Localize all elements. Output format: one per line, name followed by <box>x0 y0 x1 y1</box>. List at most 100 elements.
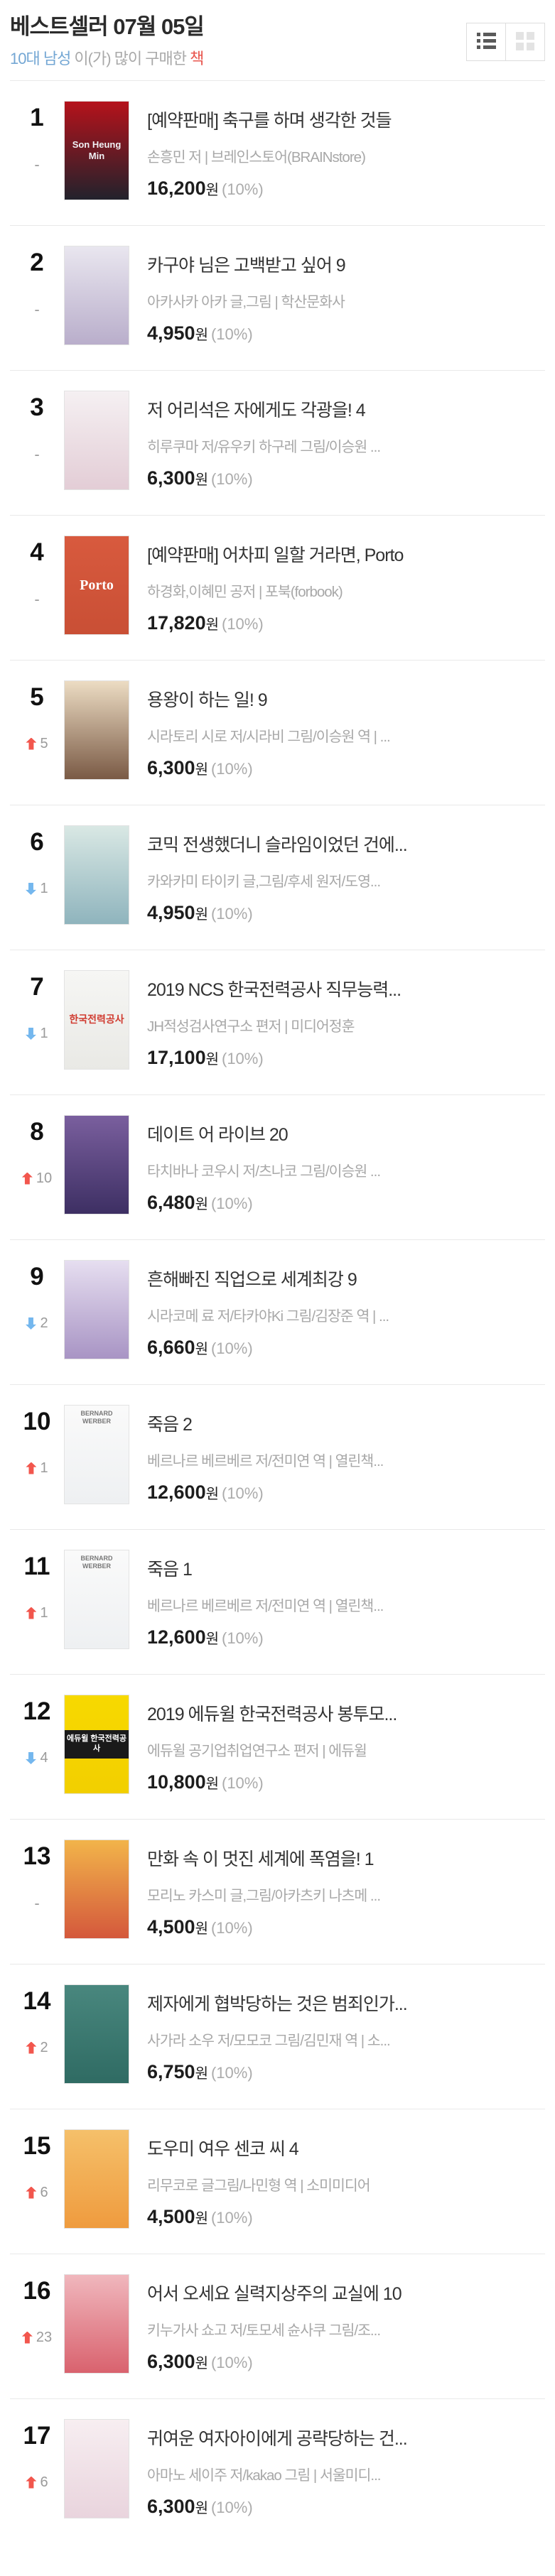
book-cover-thumbnail[interactable] <box>64 1115 129 1214</box>
book-cover-thumbnail[interactable]: Son Heung Min <box>64 101 129 200</box>
book-title-link[interactable]: 귀여운 여자아이에게 공략당하는 건... <box>147 2429 408 2449</box>
book-row: 2 - 카구야 님은 고백받고 싶어 9 아카사카 아카 글,그림 | 학산문화… <box>10 226 545 371</box>
book-info: 귀여운 여자아이에게 공략당하는 건... 아마노 세이주 저/kakao 그림… <box>147 2419 545 2544</box>
book-row: 16 23 어서 오세요 실력지상주의 교실에 10 키누가사 쇼고 저/토모세… <box>10 2254 545 2399</box>
book-row: 7 1 한국전력공사 2019 NCS 한국전력공사 직무능력... JH적성검… <box>10 950 545 1095</box>
book-price-line: 6,750원 (10%) <box>147 2061 545 2083</box>
book-title-link[interactable]: 2019 에듀윌 한국전력공사 봉투모... <box>147 1705 397 1724</box>
book-title-link[interactable]: 2019 NCS 한국전력공사 직무능력... <box>147 980 402 1000</box>
book-cover-thumbnail[interactable] <box>64 825 129 925</box>
book-price-line: 4,500원 (10%) <box>147 1916 545 1938</box>
rank-number: 15 <box>23 2132 51 2160</box>
price-currency-suffix: 원 <box>205 183 219 198</box>
book-title-link[interactable]: 흔해빠진 직업으로 세계최강 9 <box>147 1270 357 1290</box>
discount-percent: (10%) <box>222 1484 264 1502</box>
rank-number: 16 <box>23 2277 51 2305</box>
rank-change-indicator: 6 <box>10 2475 64 2489</box>
rank-up-arrow-icon <box>21 2331 33 2344</box>
book-cover-thumbnail[interactable] <box>64 1260 129 1359</box>
book-cover-thumbnail[interactable]: BERNARD WERBER <box>64 1550 129 1649</box>
rank-change-indicator: 1 <box>10 1026 64 1040</box>
subtitle: 10대 남성 이(가) 많이 구매한 책 <box>10 46 545 69</box>
rank-no-change-dash: - <box>34 156 40 173</box>
subtitle-middle-text: 이(가) 많이 구매한 <box>70 50 190 67</box>
book-authors-publisher: 아마노 세이주 저/kakao 그림 | 서울미디... <box>147 2467 381 2484</box>
book-title-link[interactable]: 제자에게 협박당하는 것은 범죄인가... <box>147 1994 408 2014</box>
rank-change-value: 6 <box>40 2474 48 2490</box>
list-view-button[interactable] <box>466 23 506 61</box>
book-authors-publisher: 키누가사 쇼고 저/토모세 슌사쿠 그림/조... <box>147 2322 381 2339</box>
book-cover-thumbnail[interactable] <box>64 391 129 490</box>
view-toggle <box>466 23 545 61</box>
book-info: 용왕이 하는 일! 9 시라토리 시로 저/시라비 그림/이승원 역 | ...… <box>147 680 545 805</box>
price-currency-suffix: 원 <box>205 1487 219 1502</box>
book-cover-thumbnail[interactable] <box>64 246 129 345</box>
book-cover-thumbnail[interactable] <box>64 2419 129 2518</box>
discount-percent: (10%) <box>210 905 253 923</box>
book-price: 4,500 <box>147 1916 195 1938</box>
book-cover-thumbnail[interactable]: Porto <box>64 536 129 635</box>
rank-column: 10 1 <box>10 1405 64 1529</box>
subtitle-object-link[interactable]: 책 <box>190 50 204 67</box>
book-price: 10,800 <box>147 1771 206 1793</box>
rank-column: 9 2 <box>10 1260 64 1384</box>
book-title-link[interactable]: 용왕이 하는 일! 9 <box>147 690 268 710</box>
book-cover-thumbnail[interactable]: 에듀윌 한국전력공사 <box>64 1695 129 1794</box>
rank-column: 7 1 <box>10 970 64 1094</box>
book-title-link[interactable]: 어서 오세요 실력지상주의 교실에 10 <box>147 2284 402 2304</box>
rank-column: 13 - <box>10 1839 64 1964</box>
book-cover-thumbnail[interactable]: BERNARD WERBER <box>64 1405 129 1504</box>
discount-percent: (10%) <box>222 1050 264 1067</box>
book-title-link[interactable]: 카구야 님은 고백받고 싶어 9 <box>147 256 346 276</box>
book-cover-thumbnail[interactable] <box>64 1984 129 2084</box>
book-authors-publisher: 사가라 소우 저/모모코 그림/김민재 역 | 소... <box>147 2033 391 2049</box>
price-currency-suffix: 원 <box>205 1052 219 1067</box>
book-cover-thumbnail[interactable] <box>64 2129 129 2229</box>
rank-column: 4 - <box>10 536 64 660</box>
book-cover-thumbnail[interactable] <box>64 1839 129 1939</box>
book-cover-thumbnail[interactable] <box>64 2274 129 2374</box>
book-price-line: 6,660원 (10%) <box>147 1337 545 1359</box>
book-info: 흔해빠진 직업으로 세계최강 9 시라코메 료 저/타카야Ki 그림/김장준 역… <box>147 1260 545 1384</box>
book-title-link[interactable]: 저 어리석은 자에게도 각광을! 4 <box>147 401 366 420</box>
book-cover-label: 한국전력공사 <box>69 1013 124 1026</box>
book-title-link[interactable]: 도우미 여우 센코 씨 4 <box>147 2139 299 2159</box>
book-price-line: 12,600원 (10%) <box>147 1626 545 1648</box>
book-title-link[interactable]: [예약판매] 어차피 일할 거라면, Porto <box>147 545 404 565</box>
rank-change-indicator: - <box>10 1896 64 1911</box>
rank-column: 16 23 <box>10 2274 64 2398</box>
book-title-link[interactable]: 코믹 전생했더니 슬라임이었던 건에... <box>147 835 408 855</box>
book-info: 카구야 님은 고백받고 싶어 9 아카사카 아카 글,그림 | 학산문화사 4,… <box>147 246 545 370</box>
book-price-line: 6,480원 (10%) <box>147 1192 545 1214</box>
subtitle-demographic-link[interactable]: 10대 남성 <box>10 50 71 67</box>
book-cover-thumbnail[interactable]: 한국전력공사 <box>64 970 129 1070</box>
book-title-link[interactable]: 죽음 2 <box>147 1415 193 1435</box>
book-authors-publisher: 카와카미 타이키 글,그림/후세 원저/도영... <box>147 874 381 890</box>
book-cover-thumbnail[interactable] <box>64 680 129 780</box>
grid-view-button[interactable] <box>505 23 545 61</box>
book-cover-label: BERNARD WERBER <box>80 1410 113 1425</box>
rank-column: 8 10 <box>10 1115 64 1239</box>
rank-number: 12 <box>23 1697 51 1725</box>
book-title-link[interactable]: [예약판매] 축구를 하며 생각한 것들 <box>147 111 392 131</box>
rank-no-change-dash: - <box>34 1894 40 1912</box>
rank-number: 2 <box>30 249 44 276</box>
rank-number: 17 <box>23 2422 51 2450</box>
book-authors-publisher: 시라코메 료 저/타카야Ki 그림/김장준 역 | ... <box>147 1308 389 1325</box>
book-authors-publisher: 타치바나 코우시 저/츠나코 그림/이승원 ... <box>147 1163 381 1180</box>
rank-number: 3 <box>30 393 44 421</box>
rank-number: 4 <box>30 538 44 566</box>
book-title-link[interactable]: 죽음 1 <box>147 1560 193 1580</box>
book-authors-publisher: JH적성검사연구소 편저 | 미디어정훈 <box>147 1018 355 1035</box>
book-price-line: 17,820원 (10%) <box>147 612 545 634</box>
book-title-link[interactable]: 데이트 어 라이브 20 <box>147 1125 289 1145</box>
rank-number: 5 <box>30 683 44 711</box>
book-info: 도우미 여우 센코 씨 4 리무코로 글그림/나민형 역 | 소미미디어 4,5… <box>147 2129 545 2254</box>
book-row: 14 2 제자에게 협박당하는 것은 범죄인가... 사가라 소우 저/모모코 … <box>10 1964 545 2109</box>
rank-change-indicator: 6 <box>10 2185 64 2200</box>
book-title-link[interactable]: 만화 속 이 멋진 세계에 폭염을! 1 <box>147 1849 375 1869</box>
book-info: [예약판매] 어차피 일할 거라면, Porto 하경화,이혜민 공저 | 포북… <box>147 536 545 660</box>
book-price-line: 4,950원 (10%) <box>147 322 545 344</box>
price-currency-suffix: 원 <box>195 2501 208 2516</box>
